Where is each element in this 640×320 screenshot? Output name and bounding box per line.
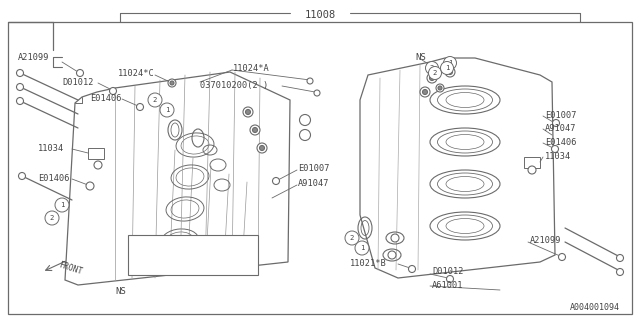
Circle shape (136, 103, 143, 110)
Circle shape (94, 161, 102, 169)
Text: A91047: A91047 (545, 124, 577, 132)
Circle shape (86, 182, 94, 190)
Text: 2: 2 (50, 215, 54, 221)
Text: E01007: E01007 (298, 164, 330, 172)
Circle shape (160, 103, 174, 117)
Circle shape (355, 241, 369, 255)
Circle shape (77, 69, 83, 76)
Circle shape (552, 119, 559, 126)
Bar (128, 235, 258, 275)
Text: A21099: A21099 (18, 52, 49, 61)
Bar (524, 157, 540, 168)
Circle shape (109, 87, 116, 94)
Text: A004001094: A004001094 (570, 303, 620, 312)
Circle shape (528, 166, 536, 174)
Text: FRONT: FRONT (58, 260, 84, 276)
Text: 2: 2 (433, 70, 437, 76)
Circle shape (422, 90, 428, 94)
Circle shape (243, 107, 253, 117)
Circle shape (314, 90, 320, 96)
Text: E01406: E01406 (545, 138, 577, 147)
Text: 2: 2 (350, 235, 354, 241)
Circle shape (420, 87, 430, 97)
Text: 1: 1 (445, 65, 449, 71)
Text: D01012: D01012 (62, 77, 93, 86)
Text: 2: 2 (137, 260, 141, 266)
Circle shape (426, 61, 438, 75)
Text: 1: 1 (165, 107, 169, 113)
Circle shape (559, 253, 566, 260)
Circle shape (408, 266, 415, 273)
Text: 1: 1 (60, 202, 64, 208)
Text: 11024*C: 11024*C (118, 68, 155, 77)
Text: NS: NS (115, 286, 125, 295)
Circle shape (447, 69, 452, 75)
Circle shape (17, 69, 24, 76)
Text: 11024*B: 11024*B (149, 259, 186, 268)
Text: 1: 1 (360, 245, 364, 251)
Text: E01406: E01406 (38, 173, 70, 182)
Text: A21099: A21099 (530, 236, 561, 244)
Text: 2: 2 (430, 65, 434, 71)
Circle shape (436, 84, 444, 92)
Text: 037010200(2 ): 037010200(2 ) (200, 81, 268, 90)
Circle shape (253, 127, 257, 132)
Circle shape (170, 81, 174, 85)
Circle shape (307, 78, 313, 84)
Text: 11024*A: 11024*A (233, 63, 269, 73)
Circle shape (300, 130, 310, 140)
Circle shape (445, 67, 455, 77)
Circle shape (616, 268, 623, 276)
Circle shape (300, 115, 310, 125)
Circle shape (17, 84, 24, 91)
Text: 11008: 11008 (305, 10, 335, 20)
Circle shape (259, 146, 264, 150)
Circle shape (440, 61, 454, 75)
Circle shape (427, 73, 437, 83)
Text: NS: NS (415, 52, 426, 61)
Text: 2: 2 (153, 97, 157, 103)
Circle shape (246, 109, 250, 115)
Text: E01007: E01007 (545, 110, 577, 119)
Circle shape (345, 231, 359, 245)
Circle shape (19, 172, 26, 180)
Text: 11021*B: 11021*B (350, 259, 387, 268)
Circle shape (55, 198, 69, 212)
Text: A61001: A61001 (432, 281, 463, 290)
Circle shape (444, 57, 456, 69)
Bar (88, 148, 104, 159)
Circle shape (132, 239, 146, 253)
Circle shape (388, 251, 396, 259)
Circle shape (132, 256, 146, 270)
Circle shape (250, 125, 260, 135)
Circle shape (552, 146, 559, 153)
Circle shape (429, 76, 435, 81)
Text: 037018200(6 ): 037018200(6 ) (149, 242, 217, 251)
Circle shape (429, 67, 442, 79)
Text: 1: 1 (448, 60, 452, 66)
Text: E01406: E01406 (90, 93, 122, 102)
Text: 11034: 11034 (545, 151, 572, 161)
Text: 11034: 11034 (38, 143, 64, 153)
Circle shape (616, 254, 623, 261)
Circle shape (447, 276, 454, 283)
Circle shape (273, 178, 280, 185)
Circle shape (391, 234, 399, 242)
Circle shape (438, 86, 442, 90)
Circle shape (148, 93, 162, 107)
Text: D01012: D01012 (432, 268, 463, 276)
Circle shape (168, 79, 176, 87)
Circle shape (45, 211, 59, 225)
Circle shape (257, 143, 267, 153)
Text: 1: 1 (137, 243, 141, 249)
Circle shape (17, 98, 24, 105)
Text: A91047: A91047 (298, 179, 330, 188)
